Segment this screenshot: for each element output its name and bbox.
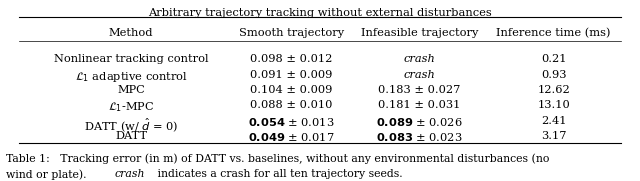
Text: crash: crash xyxy=(403,54,435,64)
Text: Method: Method xyxy=(109,28,154,38)
Text: crash: crash xyxy=(115,169,145,179)
Text: Inference time (ms): Inference time (ms) xyxy=(497,28,611,38)
Text: DATT (w/ $\hat{d}$ = 0): DATT (w/ $\hat{d}$ = 0) xyxy=(84,116,179,134)
Text: Smooth trajectory: Smooth trajectory xyxy=(239,28,344,38)
Text: $\mathcal{L}_1$-MPC: $\mathcal{L}_1$-MPC xyxy=(108,100,154,114)
Text: 12.62: 12.62 xyxy=(537,85,570,95)
Text: 2.41: 2.41 xyxy=(541,116,566,126)
Text: Nonlinear tracking control: Nonlinear tracking control xyxy=(54,54,209,64)
Text: Infeasible trajectory: Infeasible trajectory xyxy=(360,28,478,38)
Text: 13.10: 13.10 xyxy=(537,100,570,110)
Text: 0.183 ± 0.027: 0.183 ± 0.027 xyxy=(378,85,460,95)
Text: crash: crash xyxy=(403,70,435,80)
Text: 0.104 ± 0.009: 0.104 ± 0.009 xyxy=(250,85,332,95)
Text: 0.181 ± 0.031: 0.181 ± 0.031 xyxy=(378,100,460,110)
Text: 0.93: 0.93 xyxy=(541,70,566,80)
Text: $\mathcal{L}_1$ adaptive control: $\mathcal{L}_1$ adaptive control xyxy=(75,70,188,84)
Text: Table 1:   Tracking error (in m) of DATT vs. baselines, without any environmenta: Table 1: Tracking error (in m) of DATT v… xyxy=(6,153,550,163)
Text: wind or plate).: wind or plate). xyxy=(6,169,90,180)
Text: $\mathbf{0.049}$ ± 0.017: $\mathbf{0.049}$ ± 0.017 xyxy=(248,131,335,143)
Text: Arbitrary trajectory tracking without external disturbances: Arbitrary trajectory tracking without ex… xyxy=(148,8,492,18)
Text: $\mathbf{0.054}$ ± 0.013: $\mathbf{0.054}$ ± 0.013 xyxy=(248,116,335,128)
Text: MPC: MPC xyxy=(117,85,145,95)
Text: 0.21: 0.21 xyxy=(541,54,566,64)
Text: 0.098 ± 0.012: 0.098 ± 0.012 xyxy=(250,54,332,64)
Text: $\mathbf{0.083}$ ± 0.023: $\mathbf{0.083}$ ± 0.023 xyxy=(376,131,463,143)
Text: $\mathbf{0.089}$ ± 0.026: $\mathbf{0.089}$ ± 0.026 xyxy=(376,116,463,128)
Text: indicates a crash for all ten trajectory seeds.: indicates a crash for all ten trajectory… xyxy=(154,169,403,179)
Text: 3.17: 3.17 xyxy=(541,131,566,141)
Text: 0.091 ± 0.009: 0.091 ± 0.009 xyxy=(250,70,332,80)
Text: 0.088 ± 0.010: 0.088 ± 0.010 xyxy=(250,100,332,110)
Text: DATT: DATT xyxy=(115,131,147,141)
